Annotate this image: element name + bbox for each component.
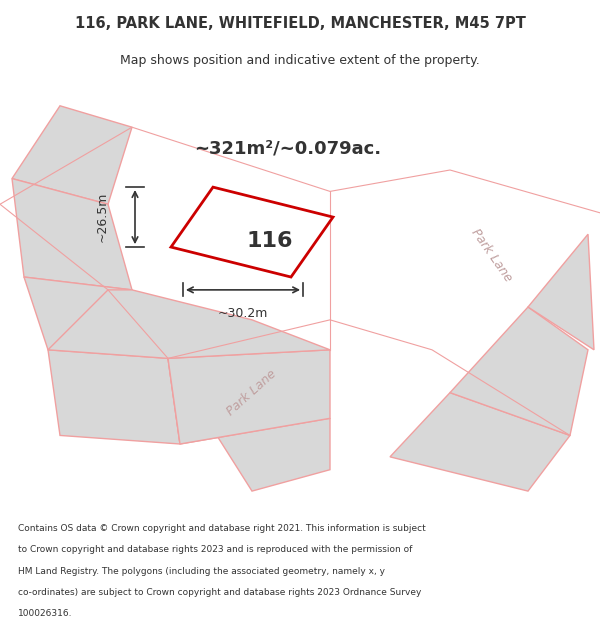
- Polygon shape: [528, 234, 594, 350]
- Polygon shape: [390, 392, 570, 491]
- Text: ~30.2m: ~30.2m: [218, 307, 268, 320]
- Text: Contains OS data © Crown copyright and database right 2021. This information is : Contains OS data © Crown copyright and d…: [18, 524, 426, 532]
- Polygon shape: [12, 179, 132, 290]
- Text: Map shows position and indicative extent of the property.: Map shows position and indicative extent…: [120, 54, 480, 68]
- Text: Park Lane: Park Lane: [225, 367, 279, 418]
- Polygon shape: [168, 350, 330, 444]
- Text: HM Land Registry. The polygons (including the associated geometry, namely x, y: HM Land Registry. The polygons (includin…: [18, 566, 385, 576]
- Polygon shape: [450, 307, 588, 436]
- Text: ~321m²/~0.079ac.: ~321m²/~0.079ac.: [194, 139, 382, 158]
- Text: to Crown copyright and database rights 2023 and is reproduced with the permissio: to Crown copyright and database rights 2…: [18, 545, 412, 554]
- Polygon shape: [171, 187, 333, 277]
- Text: 100026316.: 100026316.: [18, 609, 73, 618]
- Text: co-ordinates) are subject to Crown copyright and database rights 2023 Ordnance S: co-ordinates) are subject to Crown copyr…: [18, 588, 421, 597]
- Polygon shape: [168, 358, 330, 491]
- Text: 116, PARK LANE, WHITEFIELD, MANCHESTER, M45 7PT: 116, PARK LANE, WHITEFIELD, MANCHESTER, …: [74, 16, 526, 31]
- Text: 116: 116: [247, 231, 293, 251]
- Polygon shape: [24, 277, 168, 358]
- Polygon shape: [12, 106, 132, 204]
- Text: ~26.5m: ~26.5m: [95, 192, 109, 242]
- Text: Park Lane: Park Lane: [469, 227, 515, 284]
- Polygon shape: [48, 350, 180, 444]
- Polygon shape: [48, 290, 330, 358]
